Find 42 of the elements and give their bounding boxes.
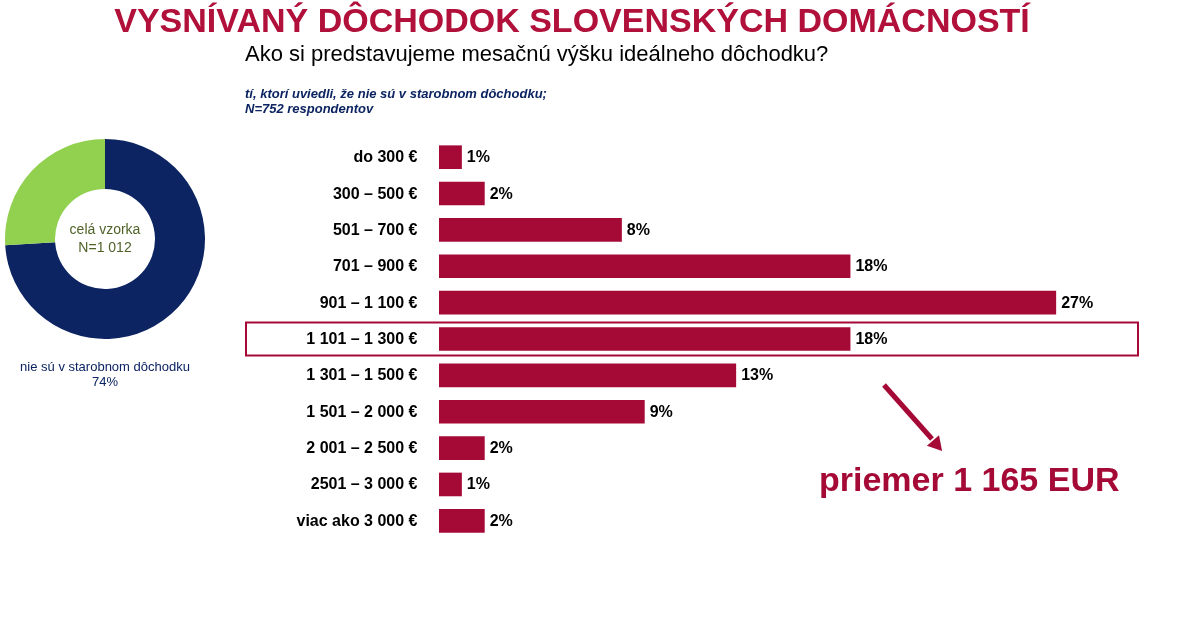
y-tick-label: 901 – 1 100 € — [319, 293, 418, 311]
bar — [439, 145, 462, 169]
data-label: 27% — [1061, 293, 1094, 311]
data-label: 8% — [626, 220, 650, 238]
y-tick-label: viac ako 3 000 € — [296, 511, 418, 529]
data-label: 13% — [741, 366, 774, 384]
bar — [439, 218, 622, 242]
bar — [439, 399, 645, 424]
data-label: 18% — [855, 330, 888, 347]
data-label: 18% — [855, 257, 888, 275]
donut-slice — [5, 139, 205, 339]
data-label: 9% — [649, 402, 673, 420]
slice-label: nie sú v starobnom dôchodku — [20, 359, 190, 374]
data-label: 1% — [466, 148, 490, 166]
data-label: 1% — [466, 475, 490, 493]
bar — [439, 290, 1057, 315]
bar — [439, 472, 462, 497]
y-tick-label: 300 – 500 € — [332, 184, 418, 202]
y-tick-label: 501 – 700 € — [332, 220, 418, 238]
text: celá vzorka — [69, 221, 141, 237]
text: VYSNÍVANÝ DÔCHODOK SLOVENSKÝCH DOMÁCNOSTÍ — [114, 1, 1032, 39]
bar — [439, 181, 485, 206]
text: N=1 012 — [78, 239, 132, 255]
chart-subtitle: tí, ktorí uviedli, že nie sú v starobnom dôchodku; N=752 respondentov — [245, 86, 547, 116]
y-tick-label: do 300 € — [353, 148, 418, 166]
bar — [439, 436, 485, 460]
y-tick-label: 701 – 900 € — [332, 257, 418, 275]
data-label: 2% — [489, 439, 513, 457]
data-label: 74% — [91, 374, 119, 389]
bar — [439, 254, 851, 279]
data-label: 2% — [489, 511, 513, 529]
annotation: priemer 1 165 EUR — [819, 460, 1120, 498]
chart-title: Ako si predstavujeme mesačnú výšku ideálneho dôchodku? — [245, 41, 829, 66]
data-label: 2% — [489, 184, 513, 202]
bar — [439, 509, 485, 533]
y-tick-label: 2501 – 3 000 € — [310, 475, 418, 493]
bar — [439, 363, 737, 388]
y-tick-label: 1 301 – 1 500 € — [306, 366, 418, 384]
y-tick-label: 2 001 – 2 500 € — [306, 439, 418, 457]
y-tick-label: 1 501 – 2 000 € — [306, 402, 418, 420]
bar — [439, 327, 851, 351]
y-tick-label: 1 101 – 1 300 € — [306, 330, 418, 347]
